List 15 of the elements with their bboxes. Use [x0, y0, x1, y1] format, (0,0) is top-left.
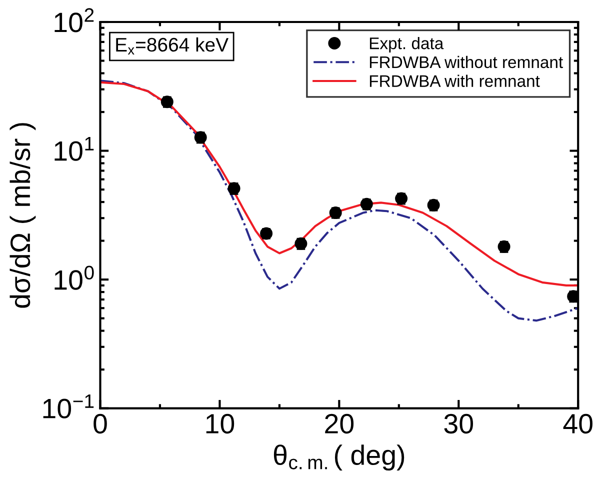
- annotation: E$_{x}$=8664 keV: [116, 37, 228, 55]
- x-tick-label: 20: [325, 414, 354, 434]
- x-axis-title: θ$_{c.m.}$( deg): [274, 444, 404, 471]
- y-tick-label: 10$^{1}$: [54, 136, 94, 161]
- legend-label: Expt. data: [370, 37, 444, 53]
- x-tick-label: 40: [563, 414, 592, 434]
- y-axis-title: dσ/dΩ ( mb/sr ): [10, 123, 36, 308]
- y-tick-label: 10$^{0}$: [54, 266, 94, 290]
- y-tick-label: 10$^{2}$: [54, 8, 94, 32]
- x-tick-label: 0: [94, 414, 107, 434]
- x-tick-label: 30: [444, 414, 473, 434]
- y-tick-label: 10$^{−1}$: [43, 394, 94, 418]
- x-tick-label: 10: [206, 414, 234, 434]
- legend-label: FRDWBA with remnant: [370, 74, 540, 87]
- legend-label: FRDWBA without remnant: [370, 56, 563, 68]
